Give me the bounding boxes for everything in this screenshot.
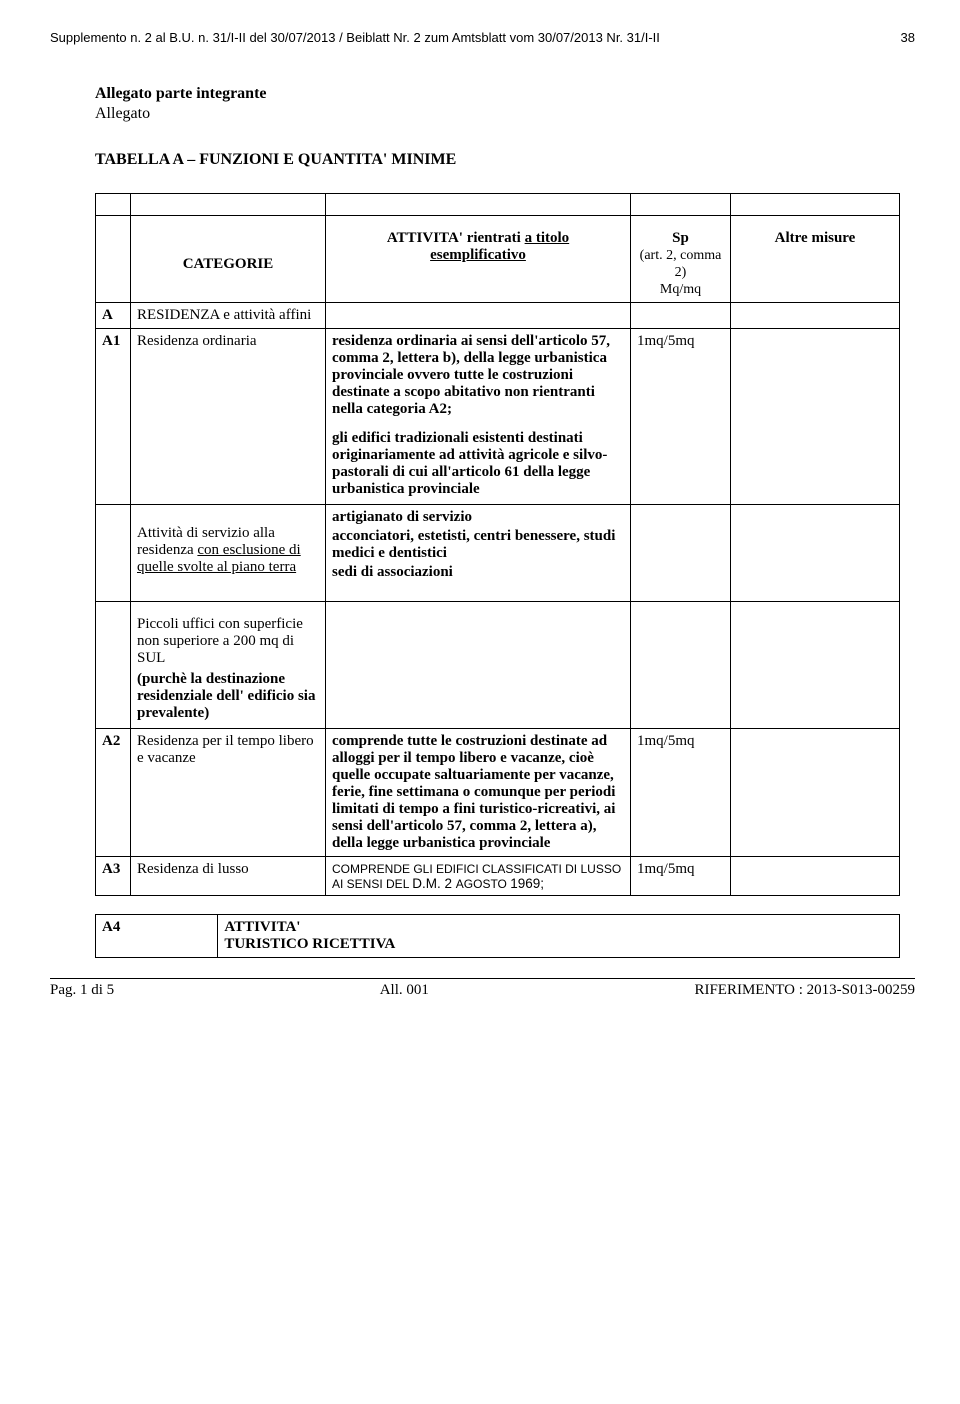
sp-cell: 1mq/5mq (631, 329, 731, 505)
table-row: Piccoli uffici con superficie non superi… (96, 602, 900, 729)
header-page-number: 38 (901, 30, 915, 45)
sp-cell: 1mq/5mq (631, 857, 731, 896)
block-title: Allegato parte integrante (95, 85, 900, 103)
cat-cell: Piccoli uffici con superficie non superi… (131, 602, 326, 729)
table-row: A4 ATTIVITA' TURISTICO RICETTIVA (96, 915, 900, 958)
footer-center: All. 001 (380, 982, 429, 999)
code-cell: A4 (96, 915, 218, 958)
cat-cell: Attività di servizio alla residenza con … (131, 505, 326, 602)
att-cell: COMPRENDE GLI EDIFICI CLASSIFICATI DI LU… (326, 857, 631, 896)
a4-table: A4 ATTIVITA' TURISTICO RICETTIVA (95, 914, 900, 958)
table-header-row: CATEGORIE ATTIVITA' rientrati a titolo e… (96, 216, 900, 303)
cat-cell: Residenza per il tempo libero e vacanze (131, 729, 326, 857)
col-header-misure: Altre misure (731, 216, 900, 303)
cat-cell: Residenza ordinaria (131, 329, 326, 505)
footer-left: Pag. 1 di 5 (50, 982, 114, 999)
cat-cell: ATTIVITA' TURISTICO RICETTIVA (218, 915, 900, 958)
col-header-sp: Sp (art. 2, comma 2) Mq/mq (631, 216, 731, 303)
code-cell: A1 (96, 329, 131, 505)
page-footer: Pag. 1 di 5 All. 001 RIFERIMENTO : 2013-… (50, 978, 915, 999)
col-header-attivita: ATTIVITA' rientrati a titolo esemplifica… (326, 216, 631, 303)
header-left: Supplemento n. 2 al B.U. n. 31/I-II del … (50, 30, 660, 45)
table-row: Attività di servizio alla residenza con … (96, 505, 900, 602)
page-header: Supplemento n. 2 al B.U. n. 31/I-II del … (50, 30, 915, 45)
col-header-categorie: CATEGORIE (131, 216, 326, 303)
code-cell: A3 (96, 857, 131, 896)
cat-cell: RESIDENZA e attività affini (131, 303, 326, 329)
table-row (96, 194, 900, 216)
table-row: A1 Residenza ordinaria residenza ordinar… (96, 329, 900, 505)
att-cell: comprende tutte le costruzioni destinate… (326, 729, 631, 857)
code-cell: A (96, 303, 131, 329)
block-subtitle: Allegato (95, 105, 900, 123)
table-row: A2 Residenza per il tempo libero e vacan… (96, 729, 900, 857)
att-cell: artigianato di servizio acconciatori, es… (326, 505, 631, 602)
cat-cell: Residenza di lusso (131, 857, 326, 896)
sp-cell: 1mq/5mq (631, 729, 731, 857)
table-row: A3 Residenza di lusso COMPRENDE GLI EDIF… (96, 857, 900, 896)
code-cell: A2 (96, 729, 131, 857)
att-cell: residenza ordinaria ai sensi dell'artico… (326, 329, 631, 505)
table-row: A RESIDENZA e attività affini (96, 303, 900, 329)
footer-right: RIFERIMENTO : 2013-S013-00259 (694, 982, 915, 999)
section-title: TABELLA A – FUNZIONI E QUANTITA' MINIME (95, 151, 900, 169)
main-table: CATEGORIE ATTIVITA' rientrati a titolo e… (95, 193, 900, 896)
